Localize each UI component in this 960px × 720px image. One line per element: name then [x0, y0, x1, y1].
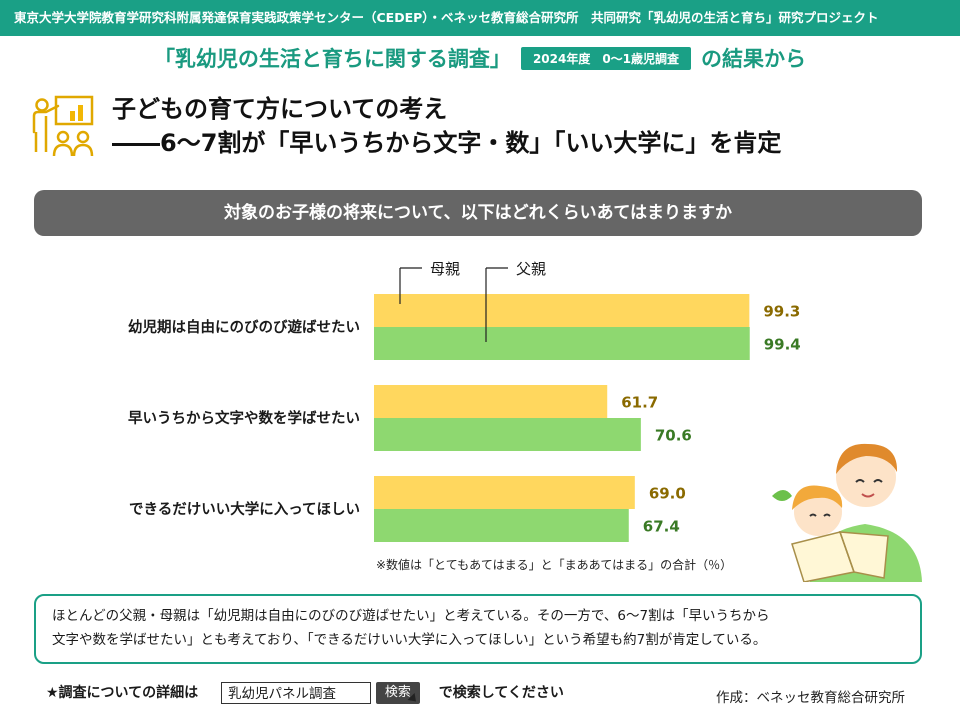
chart-footnote: ※数値は「とてもあてはまる」と「まああてはまる」の合計（％） [376, 558, 733, 572]
headline: 子どもの育て方についての考え ――6～7割が「早いうちから文字・数」「いい大学に… [112, 92, 781, 160]
category-label: できるだけいい大学に入ってほしい [129, 500, 360, 518]
value-label: 99.4 [764, 336, 801, 354]
bar-mother [374, 476, 635, 509]
value-label: 70.6 [655, 427, 692, 445]
question-banner: 対象のお子様の将来について、以下はどれくらいあてはまりますか [34, 190, 922, 236]
legend-entry: 母親 [430, 260, 460, 278]
header-banner: 東京大学大学院教育学研究科附属発達保育実践政策学センター（CEDEP）・ベネッセ… [0, 0, 960, 36]
value-label: 69.0 [649, 485, 686, 503]
headline-line1: 子どもの育て方についての考え [112, 95, 448, 123]
search-suffix: で検索してください [438, 685, 564, 701]
search-query-box[interactable]: 乳幼児パネル調査 [221, 682, 372, 704]
summary-line1: ほとんどの父親・母親は「幼児期は自由にのびのび遊ばせたい」と考えている。その一方… [52, 608, 770, 624]
bar-father [374, 327, 750, 360]
value-label: 99.3 [763, 303, 800, 321]
search-prefix: ★調査についての詳細は [46, 685, 199, 701]
bar-chart: 幼児期は自由にのびのび遊ばせたい 99.3 99.4 早いうちから文字や数を学ばせたい… [128, 260, 801, 542]
survey-title-row: 「乳幼児の生活と育ちに関する調査」 2024年度 0～1歳児調査 の結果から [0, 43, 960, 77]
category-label: 幼児期は自由にのびのび遊ばせたい [128, 318, 360, 336]
legend-entry: 父親 [516, 260, 546, 278]
credit: 作成：ベネッセ教育総合研究所 [716, 690, 905, 706]
value-label: 61.7 [621, 394, 658, 412]
bar-father [374, 418, 641, 451]
bar-mother [374, 294, 750, 327]
summary-line2: 文字や数を学ばせたい」とも考えており、「できるだけいい大学に入ってほしい」という… [52, 632, 767, 648]
survey-title: 「乳幼児の生活と育ちに関する調査」 [153, 47, 511, 71]
survey-badge: 2024年度 0～1歳児調査 [520, 46, 692, 70]
teacher-presentation-icon [32, 95, 94, 157]
headline-line2: ――6～7割が「早いうちから文字・数」「いい大学に」を肯定 [112, 129, 782, 157]
search-row: ★調査についての詳細は 乳幼児パネル調査 検索 で検索してください [46, 680, 564, 706]
search-button-label: 検索 [384, 685, 411, 700]
survey-suffix: の結果から [701, 47, 807, 71]
bar-mother [374, 385, 608, 418]
parent-reading-to-child-illustration [772, 443, 922, 582]
value-label: 67.4 [643, 518, 680, 536]
search-button[interactable]: 検索 [375, 682, 420, 706]
category-label: 早いうちから文字や数を学ばせたい [128, 409, 360, 427]
bar-father [374, 509, 629, 542]
summary-box: ほとんどの父親・母親は「幼児期は自由にのびのび遊ばせたい」と考えている。その一方… [34, 594, 922, 664]
